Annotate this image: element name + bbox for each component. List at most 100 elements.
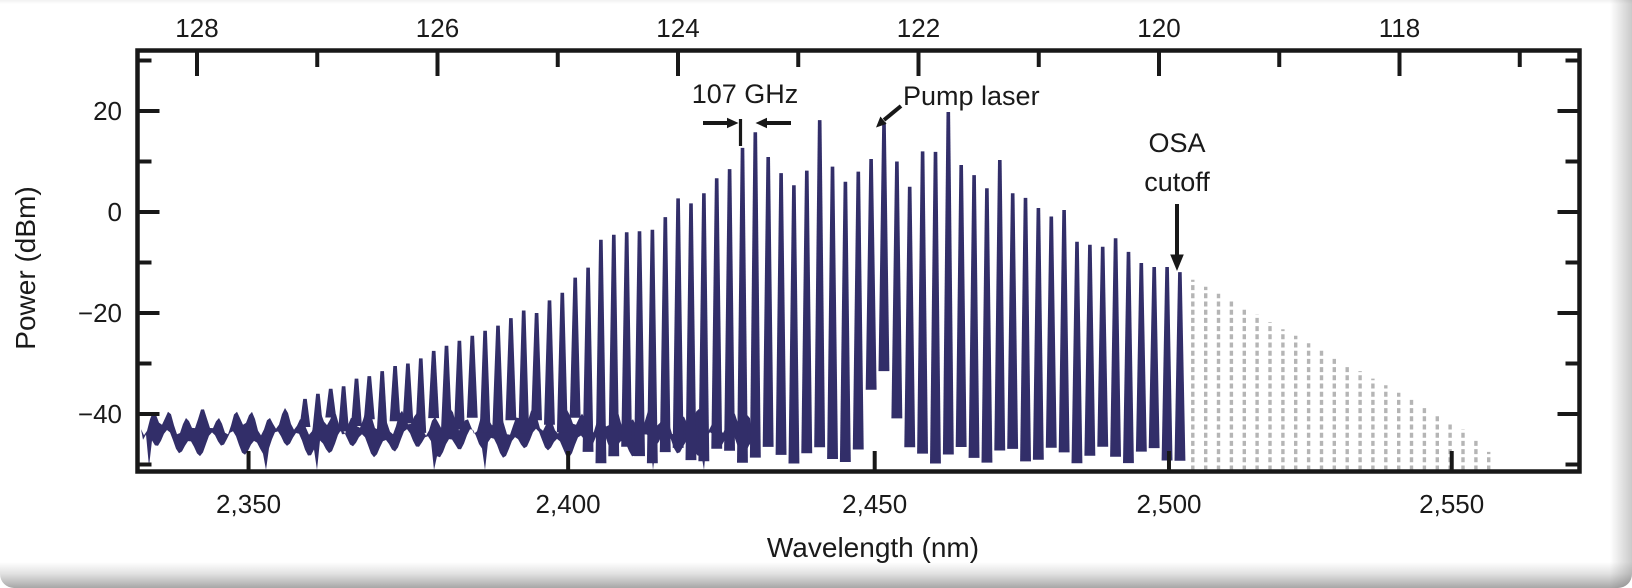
comb-tooth bbox=[402, 363, 414, 424]
bottom-tick-label: 2,350 bbox=[216, 489, 281, 519]
comb-tooth bbox=[1135, 263, 1147, 452]
top-tick-label: 128 bbox=[175, 13, 218, 43]
comb-spacing-label: 107 GHz bbox=[692, 79, 799, 109]
comb-solid bbox=[299, 112, 1186, 464]
comb-tooth bbox=[865, 159, 877, 390]
comb-tooth bbox=[338, 386, 349, 432]
y-tick-label: −20 bbox=[78, 298, 122, 328]
comb-tooth bbox=[917, 151, 928, 454]
comb-tooth bbox=[852, 171, 864, 450]
page-edge-bottom-shadow bbox=[0, 562, 1632, 588]
comb-tooth bbox=[814, 120, 826, 448]
y-axis-title: Power (dBm) bbox=[10, 186, 41, 349]
comb-tooth bbox=[531, 313, 542, 421]
comb-tooth bbox=[698, 193, 710, 462]
bottom-tick-label: 2,450 bbox=[842, 489, 907, 519]
comb-tooth bbox=[621, 232, 633, 447]
comb-tooth bbox=[930, 151, 941, 464]
comb-tooth bbox=[1007, 193, 1019, 449]
comb-tooth bbox=[376, 371, 388, 434]
spacing-left-arrowhead-icon bbox=[727, 117, 739, 129]
comb-tooth bbox=[479, 330, 491, 433]
comb-tooth bbox=[672, 198, 684, 448]
comb-tooth bbox=[685, 203, 697, 461]
comb-tooth bbox=[1123, 251, 1134, 464]
comb-tooth bbox=[312, 393, 324, 431]
comb-tooth bbox=[441, 345, 452, 429]
bottom-tick-label: 2,400 bbox=[536, 489, 601, 519]
plot-content bbox=[141, 112, 1491, 471]
top-tick-label: 124 bbox=[656, 13, 699, 43]
top-tick-label: 118 bbox=[1379, 13, 1420, 43]
comb-tooth bbox=[801, 170, 813, 454]
comb-tooth bbox=[1148, 267, 1160, 449]
comb-tooth bbox=[659, 217, 671, 453]
comb-tooth bbox=[904, 186, 916, 448]
comb-tooth bbox=[1097, 246, 1109, 447]
y-tick-label: 0 bbox=[108, 197, 122, 227]
comb-tooth bbox=[1174, 272, 1186, 461]
tick-marks bbox=[139, 52, 1578, 470]
comb-tooth bbox=[389, 366, 401, 422]
comb-tooth bbox=[749, 132, 761, 458]
comb-tooth bbox=[711, 178, 723, 449]
x-axis-title: Wavelength (nm) bbox=[767, 532, 979, 563]
comb-tooth bbox=[505, 318, 517, 421]
comb-tooth bbox=[492, 325, 504, 425]
comb-tooth bbox=[544, 300, 555, 425]
comb-tooth bbox=[839, 181, 851, 462]
comb-tooth bbox=[363, 376, 375, 420]
comb-spacing-annotation: 107 GHz bbox=[692, 79, 799, 146]
comb-tooth bbox=[1045, 216, 1057, 448]
osa-cutoff-arrowhead-icon bbox=[1170, 254, 1184, 271]
comb-tooth bbox=[415, 358, 427, 433]
comb-tooth bbox=[968, 175, 980, 458]
y-tick-label: 20 bbox=[93, 96, 122, 126]
top-tick-label: 120 bbox=[1137, 13, 1180, 43]
comb-tooth bbox=[1058, 210, 1070, 453]
comb-tooth bbox=[556, 292, 568, 433]
comb-tooth bbox=[1161, 267, 1173, 461]
page-edge-top-shadow bbox=[0, 0, 1632, 4]
comb-tooth bbox=[453, 340, 465, 430]
comb-tooth bbox=[646, 229, 658, 464]
top-tick-label: 126 bbox=[416, 13, 459, 43]
osa-cutoff-label-line1: OSA bbox=[1148, 128, 1205, 158]
pump-laser-arrowhead-icon bbox=[876, 116, 887, 128]
comb-tooth bbox=[608, 234, 620, 457]
plot-frame bbox=[135, 48, 1582, 474]
comb-tooth bbox=[1032, 208, 1044, 460]
comb-tooth bbox=[994, 160, 1006, 451]
comb-tooth bbox=[827, 166, 838, 459]
comb-tooth bbox=[1020, 197, 1031, 462]
comb-tooth bbox=[518, 310, 530, 434]
comb-tooth bbox=[775, 173, 787, 455]
page-edge-right-shadow bbox=[1610, 0, 1632, 588]
bottom-tick-label: 2,550 bbox=[1419, 489, 1484, 519]
bottom-tick-label: 2,500 bbox=[1136, 489, 1201, 519]
comb-tooth bbox=[981, 188, 993, 463]
pump-laser-annotation: Pump laser bbox=[876, 81, 1040, 128]
spacing-right-arrowhead-icon bbox=[755, 117, 767, 129]
comb-tooth bbox=[942, 112, 954, 455]
comb-tooth bbox=[351, 378, 362, 426]
comb-tooth bbox=[1084, 244, 1096, 456]
comb-tooth bbox=[466, 335, 478, 418]
top-tick-label: 122 bbox=[897, 13, 940, 43]
comb-tooth bbox=[762, 157, 774, 447]
comb-extrapolated bbox=[1191, 279, 1491, 471]
comb-tooth bbox=[955, 165, 967, 447]
osa-cutoff-annotation: OSA cutoff bbox=[1144, 128, 1210, 271]
comb-tooth bbox=[325, 388, 337, 418]
comb-tooth bbox=[891, 161, 903, 419]
axes: 128 126 124 122 120 118 2,350 2,400 2,450 2,500 2,… bbox=[78, 13, 1582, 519]
comb-tooth bbox=[299, 398, 311, 427]
comb-tooth bbox=[428, 350, 440, 419]
comb-tooth bbox=[634, 231, 645, 457]
osa-cutoff-label-line2: cutoff bbox=[1144, 167, 1210, 197]
comb-tooth bbox=[582, 267, 594, 452]
comb-tooth bbox=[569, 277, 581, 418]
comb-tooth bbox=[1110, 238, 1121, 457]
